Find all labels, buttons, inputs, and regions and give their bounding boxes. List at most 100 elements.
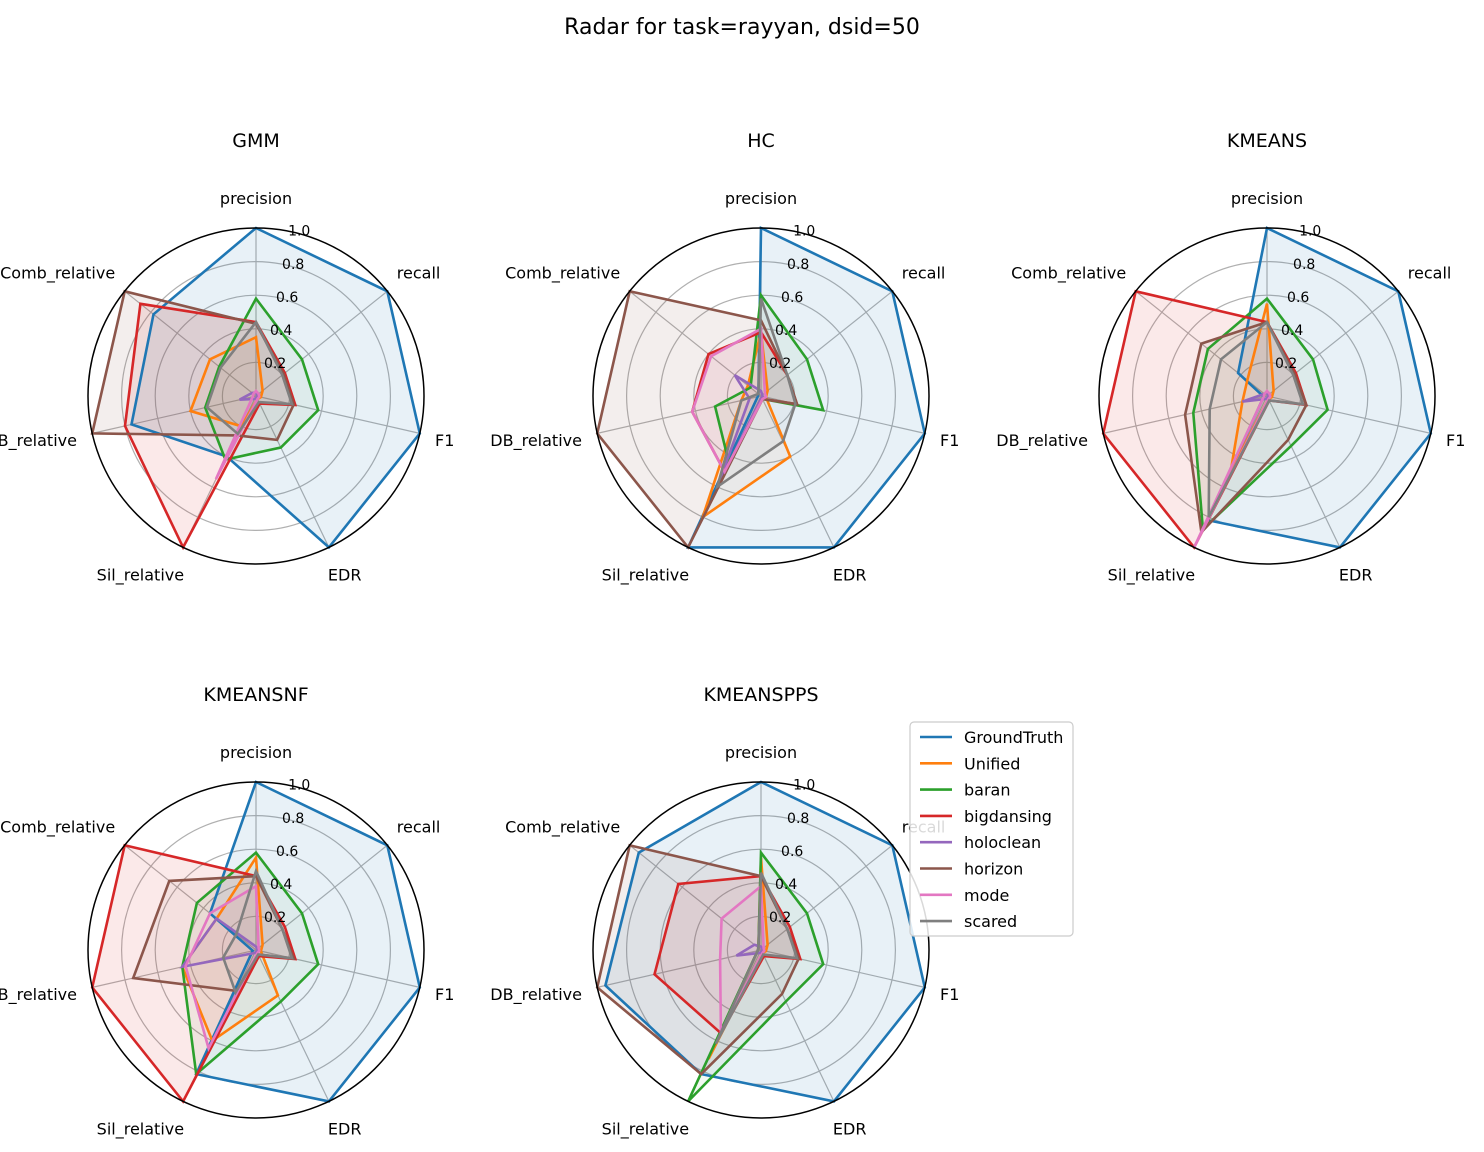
axis-label: precision xyxy=(725,743,797,762)
series-line-baran xyxy=(203,296,320,462)
grid-spoke xyxy=(760,844,893,951)
panel-title: KMEANSNF xyxy=(203,684,308,706)
series-line-horizon xyxy=(90,289,296,442)
axis-label: Sil_relative xyxy=(602,1119,689,1139)
axis-label: Comb_relative xyxy=(0,264,115,284)
panel-title: KMEANS xyxy=(1227,130,1307,152)
rtick-label: 0.6 xyxy=(1287,290,1309,306)
series-fill-GroundTruth xyxy=(605,782,925,1102)
series-line-GroundTruth xyxy=(130,226,422,550)
rtick-label: 0.2 xyxy=(769,356,791,372)
panel-title: GMM xyxy=(232,130,280,152)
rtick-label: 0.6 xyxy=(276,290,298,306)
axis-label: recall xyxy=(397,818,441,837)
axis-label: EDR xyxy=(328,1119,362,1138)
rtick-label: 1.0 xyxy=(288,778,310,794)
rtick-label: 0.2 xyxy=(1275,356,1297,372)
radar-panel: KMEANS 0.2 0.4 0.6 0.8 1.0 precision recall F1 ED… xyxy=(996,130,1465,585)
rtick-label: 0.4 xyxy=(270,323,292,339)
rtick-label: 0.4 xyxy=(270,877,292,893)
series-fill-horizon xyxy=(92,291,294,440)
axis-label: Comb_relative xyxy=(0,818,115,838)
grid-spoke xyxy=(629,844,762,951)
axis-label: DB_relative xyxy=(996,431,1088,451)
series-fill-horizon xyxy=(597,845,799,1075)
radar-panel: GMM 0.2 0.4 0.6 0.8 1.0 precision recall F1 EDR Si… xyxy=(0,130,454,585)
rtick-label: 0.8 xyxy=(787,257,809,273)
radar-panel: KMEANSNF 0.2 0.4 0.6 0.8 1.0 precision recall F1… xyxy=(0,684,454,1139)
axis-label: F1 xyxy=(1446,431,1465,450)
rtick-label: 0.4 xyxy=(775,877,797,893)
axis-label: F1 xyxy=(435,431,454,450)
legend: GroundTruth Unified baran bigdansing holocle… xyxy=(909,721,1074,937)
rtick-label: 0.2 xyxy=(769,910,791,926)
axis-label: recall xyxy=(1408,264,1452,283)
rtick-label: 0.6 xyxy=(781,290,803,306)
axis-label: Sil_relative xyxy=(97,1119,184,1139)
series-fill-mode xyxy=(720,886,765,1034)
axis-label: F1 xyxy=(940,985,959,1004)
series-line-scared xyxy=(714,872,799,1045)
series-line-holoclean xyxy=(238,391,260,401)
grid-spoke xyxy=(255,395,330,548)
radar-panels: GMM 0.2 0.4 0.6 0.8 1.0 precision recall F1 EDR Si… xyxy=(0,130,1465,1139)
series-line-scared xyxy=(715,298,797,490)
grid-spoke xyxy=(760,949,835,1102)
legend-label: baran xyxy=(964,781,1010,800)
axis-label: recall xyxy=(397,264,441,283)
series-fill-baran xyxy=(688,852,824,1102)
axis-label: Sil_relative xyxy=(1108,565,1195,585)
legend-label: scared xyxy=(964,912,1017,931)
series-fill-bigdansing xyxy=(125,303,296,548)
grid-spoke xyxy=(597,949,762,988)
panel-title: HC xyxy=(747,130,775,152)
legend-label: GroundTruth xyxy=(964,728,1063,747)
axis-label: Comb_relative xyxy=(505,264,620,284)
axis-label: precision xyxy=(220,743,292,762)
series-fill-horizon xyxy=(133,876,294,991)
series-line-holoclean xyxy=(735,943,765,957)
outer-frame xyxy=(592,227,930,565)
rtick-label: 0.2 xyxy=(264,356,286,372)
series-line-mode xyxy=(690,326,768,475)
series-line-holoclean xyxy=(179,916,260,969)
radar-panel: HC 0.2 0.4 0.6 0.8 1.0 precision recall F1 EDR Sil… xyxy=(490,130,959,585)
series-line-scared xyxy=(205,319,294,436)
rtick-label: 0.8 xyxy=(282,257,304,273)
axis-label: Sil_relative xyxy=(602,565,689,585)
series-fill-scared xyxy=(206,322,292,434)
axis-label: EDR xyxy=(1339,565,1373,584)
legend-frame xyxy=(909,721,1074,937)
grid-spoke xyxy=(760,290,893,397)
grid-spoke xyxy=(597,395,762,434)
series-line-scared xyxy=(221,867,294,996)
legend-label: Unified xyxy=(964,754,1020,773)
axis-label: DB_relative xyxy=(0,431,77,451)
legend-label: mode xyxy=(964,886,1009,905)
legend-label: holoclean xyxy=(964,833,1041,852)
axis-label: recall xyxy=(902,264,946,283)
axis-label: DB_relative xyxy=(0,985,77,1005)
series-line-mode xyxy=(184,883,261,1052)
axis-label: precision xyxy=(220,189,292,208)
grid-spoke xyxy=(92,395,257,434)
rtick-label: 0.8 xyxy=(787,811,809,827)
grid-spoke xyxy=(255,844,388,951)
radar-panel: KMEANSPPS0.20.40.60.81.0precisionrecallF… xyxy=(490,684,959,1139)
axis-label: F1 xyxy=(940,431,959,450)
grid-spoke xyxy=(92,949,257,988)
series-line-baran xyxy=(1191,296,1330,533)
rtick-label: 0.6 xyxy=(781,844,803,860)
axis-label: DB_relative xyxy=(490,985,582,1005)
axis-label: precision xyxy=(1231,189,1303,208)
rtick-label: 1.0 xyxy=(793,778,815,794)
grid-spoke xyxy=(1266,290,1399,397)
grid-spoke xyxy=(255,395,420,434)
rtick-label: 0.8 xyxy=(282,811,304,827)
rtick-label: 1.0 xyxy=(288,224,310,240)
axis-label: Comb_relative xyxy=(1011,264,1126,284)
series-fill-Unified xyxy=(182,857,278,1041)
outer-frame xyxy=(592,781,930,1119)
series-fill-baran xyxy=(182,852,319,1075)
